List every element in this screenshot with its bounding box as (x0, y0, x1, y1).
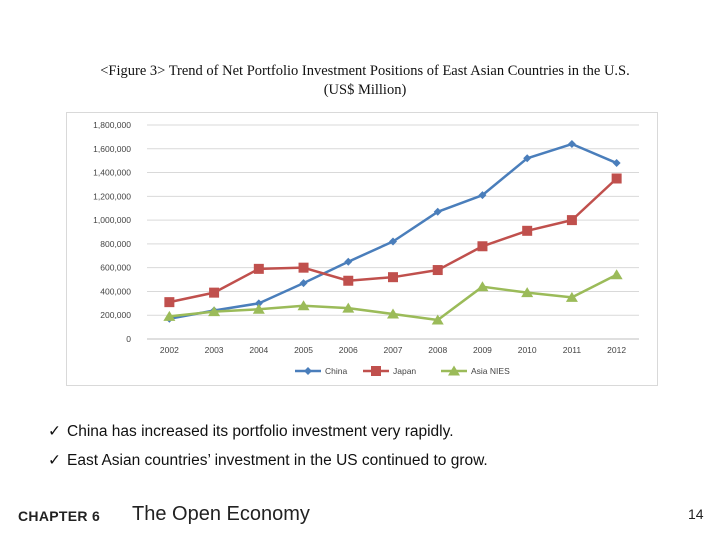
data-point (433, 207, 442, 216)
series-line-china (169, 142, 618, 321)
data-point (299, 279, 308, 288)
x-tick-label: 2002 (160, 345, 179, 355)
bullet-point-1: ✓ China has increased its portfolio inves… (48, 422, 454, 441)
data-point (612, 159, 621, 168)
footer-chapter-label: CHAPTER 6 (18, 508, 101, 524)
data-point (208, 306, 221, 317)
data-point (163, 310, 176, 321)
legend-marker (371, 366, 381, 376)
data-point (523, 154, 532, 163)
data-point (254, 299, 263, 308)
data-point (431, 314, 444, 325)
x-tick-label: 2010 (518, 345, 537, 355)
figure-title: <Figure 3> Trend of Net Portfolio Invest… (60, 62, 670, 100)
data-point (253, 263, 264, 274)
x-tick-label: 2009 (473, 345, 492, 355)
data-point (389, 237, 397, 246)
y-tick-label: 600,000 (100, 263, 131, 273)
legend-label: Japan (393, 366, 416, 376)
y-tick-label: 1,400,000 (93, 168, 131, 178)
page-number: 14 (688, 506, 704, 522)
data-point (567, 140, 576, 149)
chart-frame: 0 200,000 400,000 600,000 800,000 1,000,000 1,… (66, 112, 658, 386)
y-tick-label: 200,000 (100, 310, 131, 320)
footer-chapter-title: The Open Economy (132, 503, 310, 525)
x-tick-label: 2012 (607, 345, 626, 355)
legend-marker (448, 365, 460, 376)
data-point (522, 225, 533, 236)
checkmark-icon: ✓ (48, 452, 61, 469)
data-point (610, 269, 623, 280)
x-tick-label: 2004 (249, 345, 268, 355)
data-point (388, 272, 398, 283)
x-tick-label: 2007 (384, 345, 403, 355)
data-point (252, 303, 265, 314)
x-tick-label: 2003 (205, 345, 224, 355)
y-tick-label: 1,800,000 (93, 120, 131, 130)
y-tick-label: 800,000 (100, 239, 131, 249)
legend-label: China (325, 366, 347, 376)
data-point (298, 262, 309, 273)
data-point (611, 173, 622, 184)
data-point (521, 287, 534, 298)
data-point (387, 308, 399, 319)
figure-title-line1: <Figure 3> Trend of Net Portfolio Invest… (100, 63, 630, 79)
data-point (565, 291, 578, 302)
y-tick-label: 0 (126, 334, 131, 344)
data-point (164, 297, 175, 308)
data-point (566, 215, 577, 226)
y-tick-label: 1,600,000 (93, 144, 131, 154)
data-point (344, 257, 353, 266)
data-point (478, 191, 487, 200)
data-point (477, 241, 488, 252)
line-chart: 0 200,000 400,000 600,000 800,000 1,000,000 1,… (93, 120, 639, 376)
data-point (342, 302, 355, 313)
data-point (476, 281, 489, 292)
bullet-text-2: East Asian countries’ investment in the … (67, 452, 488, 469)
legend-marker (304, 367, 312, 375)
y-tick-label: 400,000 (100, 286, 131, 296)
x-tick-label: 2008 (428, 345, 447, 355)
x-tick-label: 2011 (563, 345, 582, 355)
x-tick-label: 2006 (339, 345, 358, 355)
y-tick-label: 1,000,000 (93, 215, 131, 225)
data-point (432, 265, 443, 276)
x-tick-label: 2005 (294, 345, 313, 355)
data-point (297, 300, 310, 311)
bullet-text-1: China has increased its portfolio invest… (67, 423, 454, 440)
checkmark-icon: ✓ (48, 423, 61, 440)
data-point (343, 275, 354, 286)
legend-label: Asia NIES (471, 366, 510, 376)
figure-title-line2: (US$ Million) (323, 82, 407, 98)
bullet-point-2: ✓ East Asian countries’ investment in the… (48, 451, 488, 470)
y-tick-label: 1,200,000 (93, 191, 131, 201)
data-point (209, 287, 220, 298)
